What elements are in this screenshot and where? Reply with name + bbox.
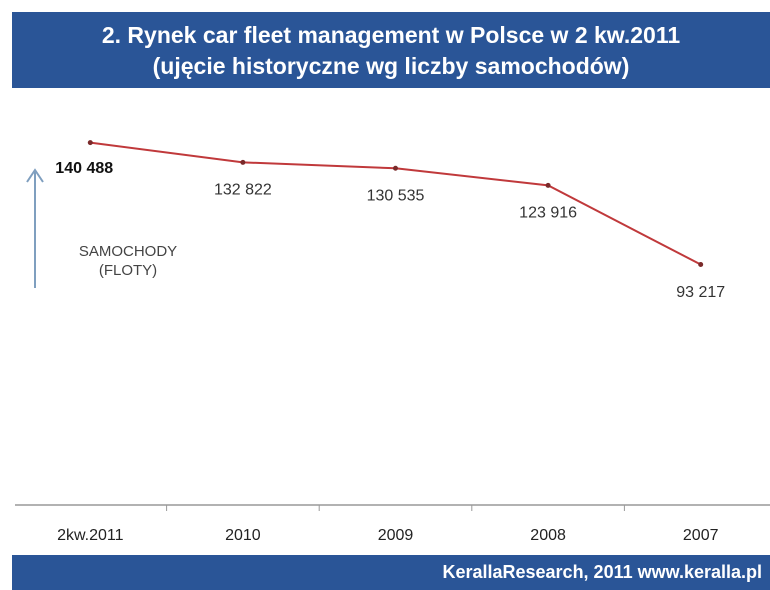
point <box>545 182 551 188</box>
point <box>393 165 398 171</box>
y-axis-label: SAMOCHODY <box>79 243 177 260</box>
value-label: 132 822 <box>214 182 272 199</box>
x-tick-label: 2008 <box>530 527 566 544</box>
value-label: 140 488 <box>55 160 113 177</box>
source: KerallaResearch, 2011 www.keralla.pl <box>442 562 762 582</box>
value-label: 123 916 <box>519 205 577 222</box>
value-label: 93 217 <box>676 284 725 301</box>
axis-arrow-head <box>26 168 44 183</box>
x-tick-label: 2010 <box>225 527 261 544</box>
chart-title: 2. Rynek car fleet management w Polsce w… <box>102 22 680 48</box>
chart-title: (ujęcie historyczne wg liczby samochodów… <box>153 53 630 79</box>
x-tick-label: 2009 <box>378 527 414 544</box>
y-axis-label: (FLOTY) <box>99 262 157 279</box>
footer-bar <box>12 555 770 590</box>
title-bar <box>12 12 770 88</box>
point <box>240 159 246 165</box>
x-tick-label: 2kw.2011 <box>57 527 124 544</box>
point <box>87 140 93 146</box>
value-label: 130 535 <box>367 187 425 204</box>
x-tick-label: 2007 <box>683 527 719 544</box>
point <box>698 262 704 268</box>
